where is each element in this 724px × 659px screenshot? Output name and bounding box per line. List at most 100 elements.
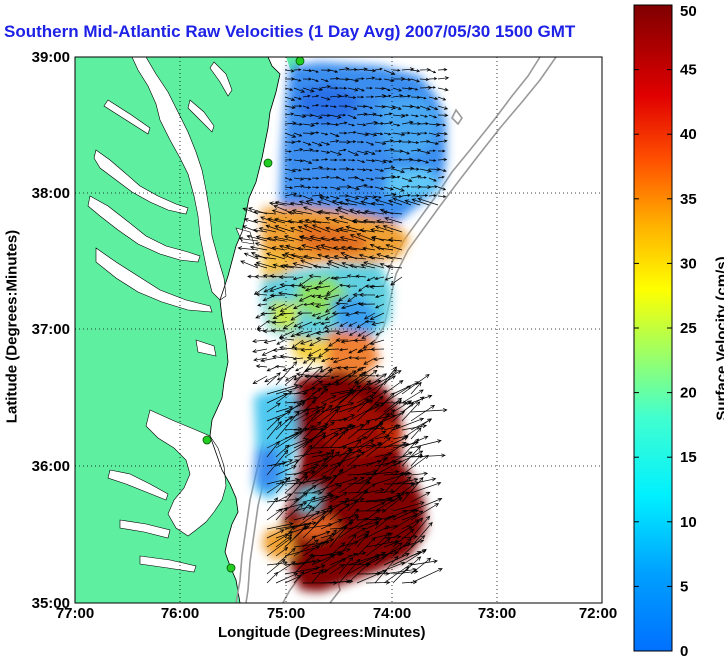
velocity-arrow (287, 219, 304, 224)
velocity-arrow (392, 402, 414, 422)
velocity-arrow (309, 339, 322, 347)
lon-tick-labels: 77:00 76:00 75:00 74:00 73:00 72:00 (56, 605, 617, 622)
velocity-arrow (347, 67, 358, 72)
velocity-arrow (266, 537, 293, 557)
velocity-arrow (356, 476, 373, 485)
velocity-arrow (374, 94, 387, 99)
velocity-arrow (356, 508, 387, 513)
velocity-arrow (302, 541, 326, 557)
velocity-arrow (347, 489, 368, 512)
velocity-arrow (388, 199, 403, 206)
velocity-arrow (298, 219, 313, 224)
velocity-arrow (352, 218, 376, 224)
velocity-arrow (410, 517, 424, 530)
velocity-arrow (296, 310, 313, 316)
velocity-arrow (374, 77, 383, 81)
velocity-arrow (254, 254, 277, 260)
radar-stations (202, 57, 305, 573)
velocity-arrow (290, 312, 304, 321)
velocity-arrow (281, 253, 295, 260)
velocity-arrow (302, 535, 317, 548)
velocity-arrow (383, 553, 410, 566)
velocity-arrow (384, 254, 403, 260)
velocity-arrow (266, 508, 284, 521)
velocity-arrow (338, 513, 359, 521)
velocity-arrow (293, 177, 305, 181)
velocity-arrow (297, 321, 313, 329)
velocity-arrow (320, 401, 355, 413)
velocity-arrow (392, 68, 401, 72)
velocity-arrow (311, 385, 328, 395)
lon-tick-label: 75:00 (267, 605, 305, 622)
velocity-arrow (301, 285, 313, 289)
velocity-arrow (293, 396, 318, 404)
velocity-arrow (437, 123, 447, 127)
velocity-arrow (309, 301, 322, 306)
velocity-arrow (312, 264, 331, 269)
velocity-arrow (293, 87, 306, 93)
velocity-arrow (293, 347, 304, 351)
velocity-arrow (437, 76, 450, 80)
velocity-arrow (374, 542, 403, 566)
velocity-arrow (311, 87, 324, 92)
velocity-arrow (293, 168, 302, 172)
velocity-arrow (311, 103, 320, 107)
velocity-arrow (365, 95, 375, 99)
velocity-arrow (302, 105, 310, 109)
velocity-arrow (356, 168, 367, 172)
velocity-arrow (311, 294, 322, 298)
velocity-arrow (383, 380, 404, 395)
velocity-arrow (252, 228, 268, 233)
velocity-arrow (374, 460, 403, 476)
colorbar-tick-label: 0 (680, 643, 688, 659)
velocity-arrow (329, 139, 340, 143)
velocity-arrow (401, 476, 424, 503)
velocity-arrow (365, 76, 376, 80)
velocity-arrow (329, 123, 340, 127)
velocity-arrow (284, 112, 295, 116)
velocity-arrow (302, 515, 326, 539)
velocity-arrow (329, 518, 353, 548)
velocity-arrow (293, 96, 302, 100)
velocity-arrow (249, 245, 268, 251)
velocity-arrow (374, 515, 392, 530)
longitude-axis-label: Longitude (Degrees:Minutes) (218, 624, 426, 641)
velocity-arrow (293, 510, 327, 521)
velocity-arrow (392, 158, 403, 162)
velocity-arrow (437, 195, 447, 198)
velocity-arrow (371, 321, 385, 326)
lon-tick-label: 74:00 (373, 605, 411, 622)
velocity-arrow (263, 339, 277, 344)
velocity-arrow (419, 105, 431, 111)
colorbar-tick-label: 20 (680, 385, 697, 402)
velocity-arrow (274, 364, 286, 369)
velocity-arrow (329, 150, 342, 156)
velocity-arrow (275, 384, 304, 395)
velocity-arrow (302, 496, 316, 512)
velocity-arrow (356, 426, 386, 431)
velocity-arrow (311, 141, 323, 147)
velocity-arrow (401, 534, 418, 539)
velocity-arrow (419, 67, 431, 72)
velocity-arrow (356, 321, 367, 329)
velocity-arrow (320, 554, 336, 566)
velocity-arrow (419, 77, 430, 82)
velocity-arrow (311, 122, 320, 125)
velocity-arrow (349, 234, 367, 242)
velocity-arrow (304, 285, 322, 292)
velocity-arrow (299, 235, 322, 242)
velocity-arrow (347, 158, 356, 162)
velocity-arrow (437, 186, 447, 191)
velocity-arrow (258, 226, 277, 233)
velocity-arrow (262, 294, 277, 302)
velocity-arrow (347, 483, 376, 503)
velocity-arrow (338, 476, 365, 494)
velocity-arrow (365, 501, 386, 512)
velocity-arrow (383, 69, 396, 75)
velocity-arrow (401, 150, 411, 155)
velocity-arrow (284, 252, 304, 260)
velocity-arrow (275, 410, 300, 440)
velocity-arrow (383, 165, 396, 170)
velocity-arrow (356, 479, 370, 494)
velocity-arrow (347, 123, 355, 127)
